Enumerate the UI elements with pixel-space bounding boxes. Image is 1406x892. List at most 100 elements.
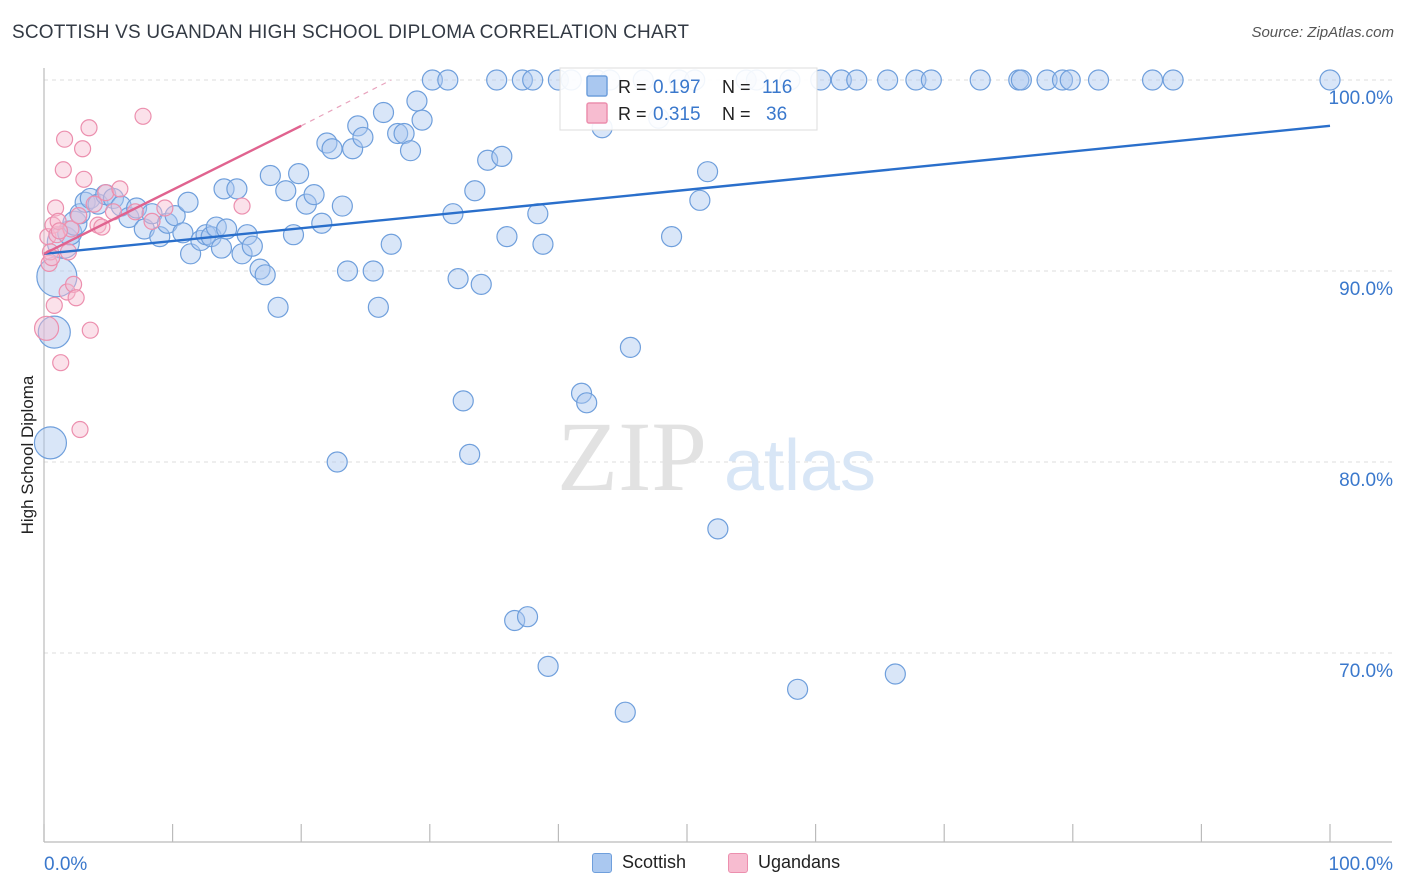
scottish-point xyxy=(303,184,325,206)
scottish-point xyxy=(570,382,593,404)
scottish-point xyxy=(213,178,235,200)
scottish-point xyxy=(33,426,68,460)
scottish-point xyxy=(504,609,526,632)
ugandan-point xyxy=(50,222,69,240)
legend-swatch-scottish xyxy=(592,852,612,873)
scottish-point xyxy=(1319,69,1341,91)
bottom-legend: Scottish Ugandans xyxy=(0,852,1406,878)
scottish-point xyxy=(846,69,868,91)
scottish-point xyxy=(576,392,598,414)
scottish-point xyxy=(459,443,481,465)
ugandan-point xyxy=(233,197,251,215)
scottish-point xyxy=(267,296,289,318)
ugandan-point xyxy=(81,321,99,339)
scottish-point xyxy=(707,518,729,540)
legend-r-value-ugandans: 0.315 xyxy=(653,104,701,125)
ugandan-point xyxy=(67,289,85,307)
ugandan-point xyxy=(70,207,88,225)
scottish-point xyxy=(352,126,374,148)
scottish-point xyxy=(326,451,348,473)
y-tick-label: 90.0% xyxy=(1339,279,1393,300)
scottish-point xyxy=(470,273,492,295)
scottish-point xyxy=(477,149,499,171)
scottish-point xyxy=(830,69,852,91)
trend-lines xyxy=(43,79,1331,256)
scottish-point xyxy=(421,69,443,91)
legend-label-ugandans: Ugandans xyxy=(758,852,841,872)
scottish-point xyxy=(331,195,353,217)
scottish-point xyxy=(372,101,395,124)
scottish-point xyxy=(696,161,719,183)
x-tick-label-max: 100.0% xyxy=(1329,854,1394,875)
ugandan-point xyxy=(64,275,83,293)
scottish-point xyxy=(1051,69,1074,91)
ugandan-point xyxy=(80,119,98,137)
scottish-point xyxy=(437,69,459,91)
scottish-point xyxy=(399,140,422,162)
scottish-point xyxy=(660,226,683,248)
scottish-point xyxy=(614,701,636,723)
legend-label-scottish: Scottish xyxy=(622,852,687,872)
ugandan-point xyxy=(97,184,115,202)
scottish-point xyxy=(321,138,343,160)
ugandan-point xyxy=(46,199,65,217)
legend-swatch-ugandans xyxy=(728,852,748,873)
scottish-point xyxy=(447,268,469,290)
y-tick-label: 70.0% xyxy=(1339,661,1393,682)
scottish-point xyxy=(1010,69,1032,91)
scottish-point xyxy=(486,69,508,91)
x-tick-labels: 0.0% 100.0% xyxy=(44,854,1393,875)
scottish-point xyxy=(522,69,544,91)
scottish-point xyxy=(1087,69,1110,91)
trend-line-ugandans-extension xyxy=(300,79,392,127)
scottish-point xyxy=(905,69,927,91)
scottish-point xyxy=(387,122,409,145)
scottish-point xyxy=(516,606,539,628)
scottish-point xyxy=(496,226,518,248)
scottish-point xyxy=(347,115,369,137)
scottish-point xyxy=(969,69,991,91)
ugandan-point xyxy=(73,140,92,158)
legend-item-ugandans[interactable]: Ugandans xyxy=(728,852,840,873)
legend-r-label: R = xyxy=(618,77,647,97)
scottish-point xyxy=(920,69,942,91)
scottish-point xyxy=(406,90,428,112)
scottish-point xyxy=(288,162,310,185)
scottish-point xyxy=(380,233,402,255)
scottish-point xyxy=(241,235,263,257)
x-tick-label-min: 0.0% xyxy=(44,854,87,875)
scottish-point xyxy=(210,237,233,259)
ugandan-point xyxy=(33,315,60,341)
legend-r-label: R = xyxy=(618,104,647,124)
legend-n-value-scottish: 116 xyxy=(762,77,792,98)
y-tick-label: 100.0% xyxy=(1329,88,1394,109)
scottish-point xyxy=(336,260,359,282)
legend-item-scottish[interactable]: Scottish xyxy=(592,852,686,873)
ugandan-point xyxy=(156,199,174,217)
scottish-point xyxy=(411,109,433,131)
scottish-point xyxy=(464,180,486,202)
scottish-point xyxy=(259,164,281,187)
scottish-point xyxy=(877,69,899,91)
scottish-point xyxy=(532,233,554,255)
ugandan-point xyxy=(52,354,70,372)
legend-n-label: N = xyxy=(722,77,751,97)
axes xyxy=(43,68,1392,843)
legend-n-value-ugandans: 36 xyxy=(766,104,787,125)
scottish-point xyxy=(226,178,248,200)
ugandan-point xyxy=(71,420,89,439)
grid-lines xyxy=(44,79,1392,654)
scottish-point xyxy=(311,212,333,234)
ugandan-point xyxy=(55,130,74,148)
scottish-point xyxy=(452,390,474,412)
ugandan-point xyxy=(85,195,103,213)
scottish-point xyxy=(254,264,276,286)
scottish-point xyxy=(362,260,384,282)
scottish-point xyxy=(884,663,906,685)
ugandan-point xyxy=(54,161,72,179)
trend-line-ugandans xyxy=(43,124,302,255)
legend-swatch-ugandans xyxy=(586,102,608,124)
scottish-point xyxy=(367,296,389,318)
y-axis-label: High School Diploma xyxy=(18,375,37,535)
